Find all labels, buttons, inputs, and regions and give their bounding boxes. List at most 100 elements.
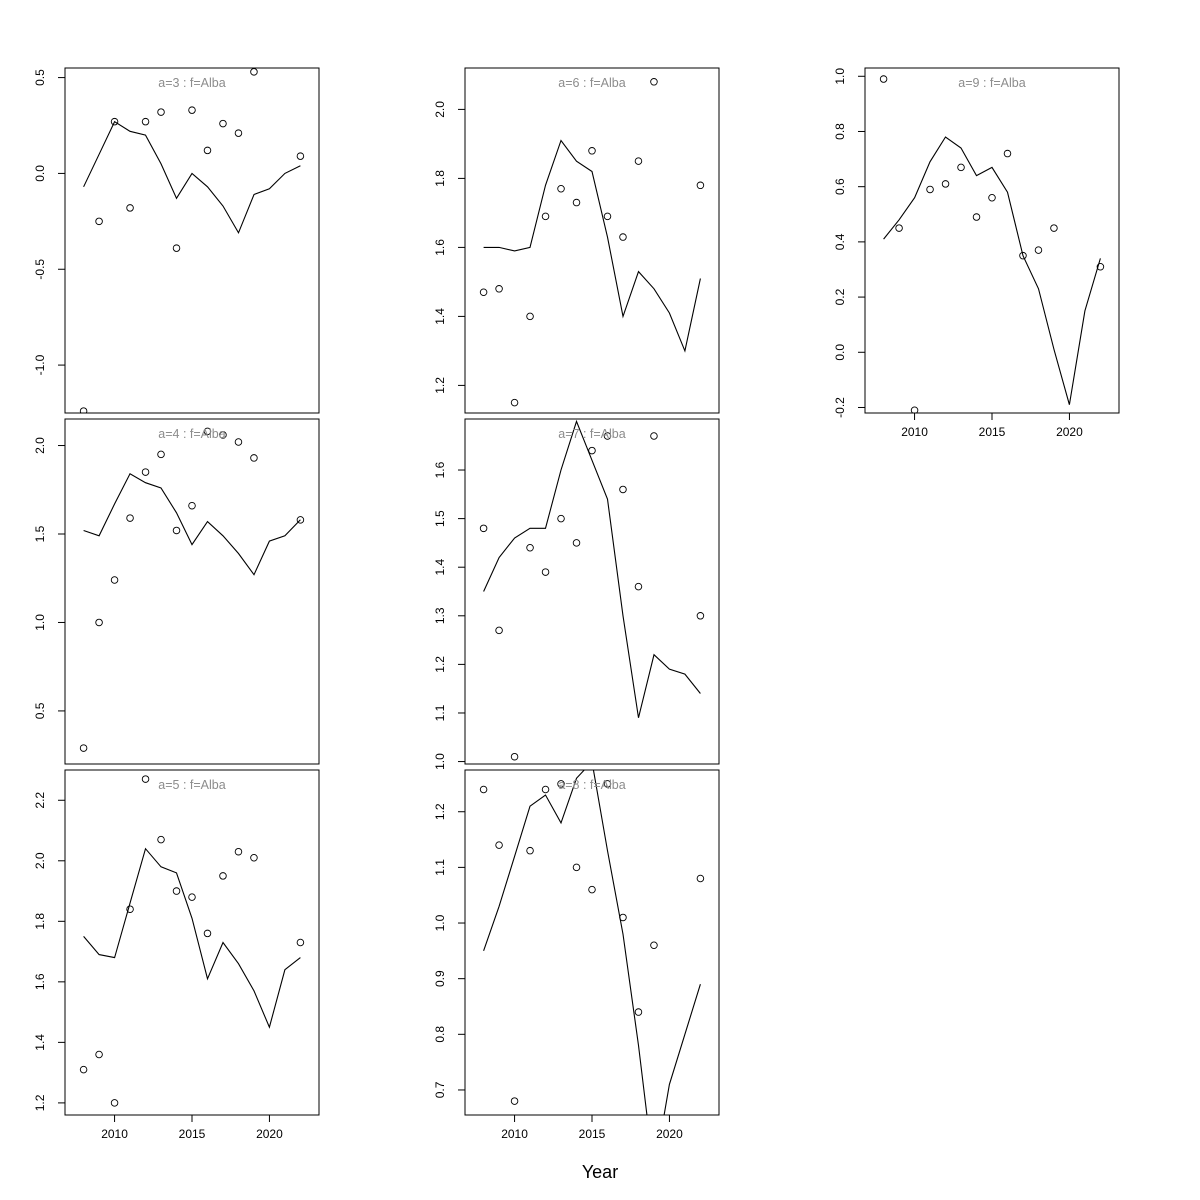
observed-point: [572, 198, 581, 207]
x-tick-label: 2015: [979, 425, 1006, 439]
panels-group: -1.0 -0.5 0.0 0.5 a=3 : f=Alba 0.5 1.0 1.5 2.0 a=…: [33, 67, 1120, 1141]
x-tick-label: 2010: [901, 425, 928, 439]
observed-point: [634, 582, 643, 591]
observed-point: [619, 485, 627, 494]
observed-point: [188, 501, 196, 510]
observed-point: [910, 406, 919, 413]
observed-point: [1034, 246, 1043, 254]
x-tick-label: 2015: [179, 1127, 206, 1141]
y-tick-label: 0.0: [833, 344, 847, 361]
observed-point: [619, 233, 627, 241]
panel-title: a=5 : f=Alba: [158, 778, 225, 792]
observed-point: [95, 1050, 103, 1059]
observed-point: [234, 847, 243, 856]
observed-point: [126, 905, 134, 913]
fitted-line: [83, 473, 301, 576]
y-tick-label: 0.7: [433, 1081, 447, 1098]
observed-point: [157, 835, 165, 844]
observed-point: [557, 184, 565, 193]
fitted-line: [883, 136, 1101, 405]
observed-point: [95, 217, 103, 226]
y-tick-label: 1.8: [433, 170, 447, 187]
observed-point: [603, 432, 612, 440]
observed-point: [172, 244, 181, 252]
y-tick-label: 0.8: [433, 1026, 447, 1043]
y-tick-label: 1.3: [433, 607, 447, 624]
observed-point: [634, 157, 643, 165]
observed-point: [572, 539, 581, 547]
panel-title: a=7 : f=Alba: [558, 427, 625, 441]
observed-point: [188, 106, 196, 114]
panel-frame: [64, 67, 320, 414]
observed-point: [510, 398, 519, 407]
y-tick-label: 1.4: [33, 1034, 47, 1051]
panel-title: a=9 : f=Alba: [958, 76, 1025, 90]
fitted-line: [483, 419, 701, 718]
observed-point: [1003, 149, 1012, 158]
x-tick-label: 2010: [501, 1127, 528, 1141]
observed-point: [650, 941, 658, 950]
y-tick-label: 1.6: [433, 239, 447, 256]
panel-frame: [64, 769, 320, 1116]
observed-point: [526, 312, 534, 321]
observed-point: [557, 780, 565, 788]
y-tick-label: 1.8: [33, 913, 47, 930]
observed-point: [603, 780, 612, 788]
y-tick-label: -0.5: [33, 259, 47, 280]
x-tick-label: 2015: [579, 1127, 606, 1141]
observed-point: [696, 874, 705, 883]
observed-point: [79, 1065, 88, 1074]
y-tick-label: 0.4: [833, 233, 847, 250]
panel-2: 0.5 1.0 1.5 2.0 a=4 : f=Alba: [33, 418, 320, 765]
observed-point: [650, 78, 658, 86]
observed-point: [988, 193, 996, 202]
y-tick-label: 0.5: [33, 69, 47, 86]
x-tick-label: 2020: [1056, 425, 1083, 439]
y-tick-label: 2.0: [433, 101, 447, 118]
panel-frame: [464, 769, 720, 1116]
fitted-line: [83, 847, 301, 1029]
observed-point: [110, 576, 119, 584]
observed-point: [879, 75, 888, 83]
y-tick-label: 1.0: [433, 753, 447, 770]
observed-point: [1019, 251, 1027, 260]
y-tick-label: 2.0: [33, 852, 47, 869]
observed-point: [634, 1008, 643, 1016]
panel-3: 1.2 1.4 1.6 1.8 2.0 2.2 2010 2015 2020 a=5 : f=Al…: [33, 769, 320, 1141]
observed-point: [110, 1099, 119, 1107]
y-tick-label: 1.1: [433, 704, 447, 721]
panel-data: [79, 427, 305, 752]
y-tick-label: 0.6: [833, 178, 847, 195]
y-tick-label: 1.2: [33, 1094, 47, 1111]
panel-title: a=3 : f=Alba: [158, 76, 225, 90]
fitted-line: [83, 120, 301, 235]
observed-point: [588, 446, 596, 455]
y-tick-label: -0.2: [833, 397, 847, 418]
panel-frame: [64, 418, 320, 765]
observed-point: [588, 885, 596, 894]
x-tick-label: 2010: [101, 1127, 128, 1141]
panel-data: [479, 78, 705, 407]
panel-7: -0.2 0.0 0.2 0.4 0.6 0.8 1.0 2010 2015 2020 a=9 : …: [833, 67, 1120, 439]
y-tick-label: 1.6: [433, 461, 447, 478]
panel-title: a=6 : f=Alba: [558, 76, 625, 90]
panel-title: a=8 : f=Alba: [558, 778, 625, 792]
observed-point: [141, 775, 150, 783]
observed-point: [926, 185, 934, 194]
y-tick-label: 1.6: [33, 973, 47, 990]
panel-data: [79, 775, 305, 1107]
observed-point: [250, 454, 258, 462]
panel-1: -1.0 -0.5 0.0 0.5 a=3 : f=Alba: [33, 67, 320, 414]
observed-point: [479, 785, 488, 794]
observed-point: [203, 427, 212, 436]
observed-point: [296, 516, 305, 524]
observed-point: [141, 117, 150, 126]
y-tick-label: 1.0: [33, 614, 47, 631]
y-tick-label: 1.2: [433, 656, 447, 673]
observed-point: [526, 544, 534, 552]
observed-point: [972, 213, 981, 221]
observed-point: [557, 514, 565, 523]
panel-6: 0.7 0.8 0.9 1.0 1.1 1.2 2010 2015 2020 a=8 : f=Al…: [433, 769, 720, 1141]
observed-point: [172, 526, 181, 535]
